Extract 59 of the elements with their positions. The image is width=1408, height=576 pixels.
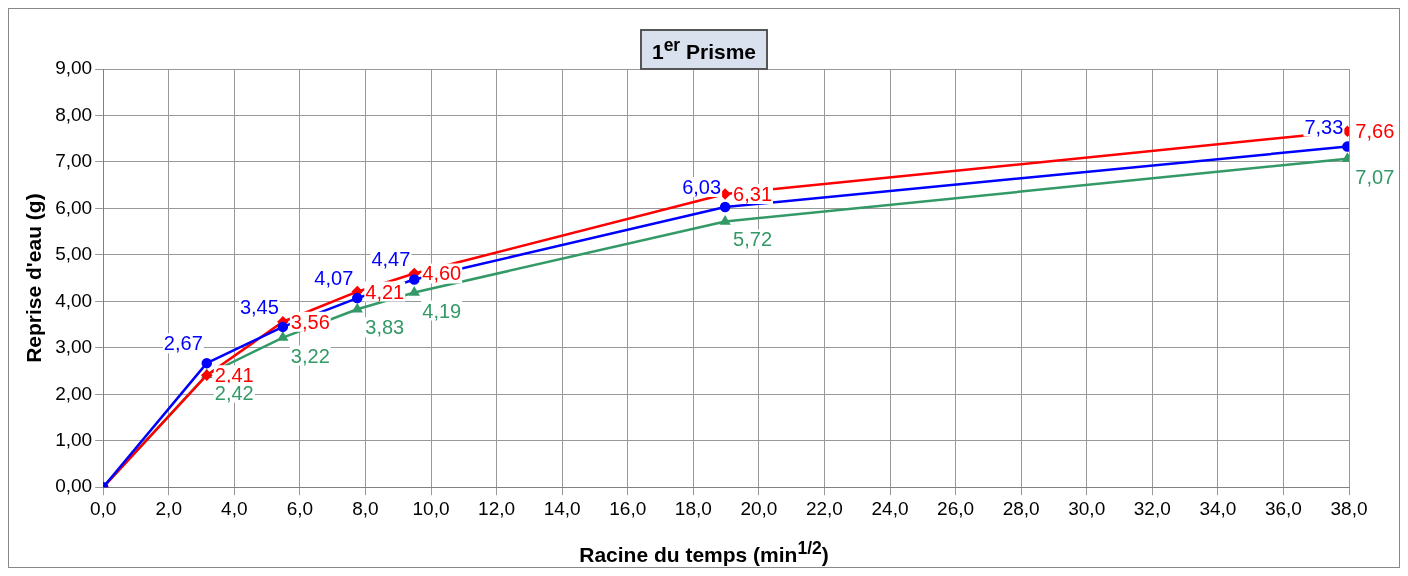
point xyxy=(719,201,731,213)
data-label: 3,56 xyxy=(290,310,330,333)
data-label: 5,72 xyxy=(733,228,773,251)
x-tick-label: 18,0 xyxy=(674,497,712,519)
x-tick-label: 30,0 xyxy=(1068,497,1106,519)
data-label: 4,47 xyxy=(371,248,411,271)
y-tick-label: 2,00 xyxy=(55,382,93,404)
data-label: 4,19 xyxy=(422,299,462,322)
x-tick-label: 16,0 xyxy=(609,497,647,519)
data-label: 6,03 xyxy=(682,176,722,199)
x-axis-title: Racine du temps (min$^{1/2}$) xyxy=(578,538,830,567)
y-tick-label: 7,00 xyxy=(55,150,93,172)
x-tick-label: 22,0 xyxy=(805,497,843,519)
data-label: 7,07 xyxy=(1355,165,1395,188)
chart-title: 1$^{er}$ Prisme xyxy=(639,29,769,70)
point xyxy=(277,321,289,333)
x-tick-label: 38,0 xyxy=(1330,497,1368,519)
y-tick-label: 5,00 xyxy=(55,243,93,265)
y-tick-label: 4,00 xyxy=(55,289,93,311)
point xyxy=(201,357,213,369)
x-tick-label: 24,0 xyxy=(871,497,909,519)
x-tick-label: 12,0 xyxy=(478,497,516,519)
y-axis-title: Reprise d'eau (g) xyxy=(22,193,46,363)
y-tick-label: 9,00 xyxy=(55,57,93,79)
y-tick-label: 3,00 xyxy=(55,336,93,358)
x-tick-label: 6,0 xyxy=(286,497,314,519)
y-tick-label: 8,00 xyxy=(55,103,93,125)
x-tick-label: 14,0 xyxy=(543,497,581,519)
x-tick-label: 10,0 xyxy=(412,497,450,519)
x-tick-label: 32,0 xyxy=(1133,497,1171,519)
data-label: 2,41 xyxy=(214,364,254,387)
y-tick-label: 1,00 xyxy=(55,428,93,450)
data-label: 7,33 xyxy=(1304,115,1344,138)
y-tick-label: 6,00 xyxy=(55,196,93,218)
x-tick-label: 28,0 xyxy=(1002,497,1040,519)
x-tick-label: 2,0 xyxy=(155,497,182,519)
y-tick-label: 0,00 xyxy=(55,475,93,497)
data-label: 3,22 xyxy=(290,344,330,367)
x-tick-label: 0,0 xyxy=(89,497,117,519)
point xyxy=(352,292,363,304)
data-label: 3,83 xyxy=(365,316,405,339)
x-tick-label: 20,0 xyxy=(740,497,778,519)
x-tick-label: 4,0 xyxy=(221,497,248,519)
data-label: 7,66 xyxy=(1355,120,1395,143)
data-label: 2,67 xyxy=(163,332,203,355)
point xyxy=(352,303,362,313)
data-label: 6,31 xyxy=(733,183,773,205)
data-label: 3,45 xyxy=(239,295,279,318)
x-tick-label: 8,0 xyxy=(352,497,379,519)
x-tick-label: 26,0 xyxy=(937,497,975,519)
x-tick-label: 34,0 xyxy=(1199,497,1237,519)
point xyxy=(278,332,288,341)
point xyxy=(409,287,420,296)
data-label: 4,60 xyxy=(422,262,462,285)
data-label: 4,07 xyxy=(314,267,354,290)
data-label: 4,21 xyxy=(365,280,405,303)
point xyxy=(720,216,730,225)
x-tick-label: 36,0 xyxy=(1264,497,1302,519)
point xyxy=(409,274,420,285)
